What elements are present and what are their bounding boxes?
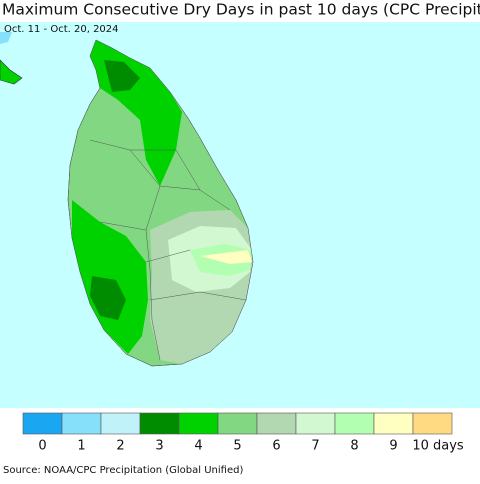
legend-swatch (139, 412, 180, 435)
legend-swatch (100, 412, 141, 435)
legend-swatch (412, 412, 453, 435)
legend-swatch (373, 412, 414, 435)
legend-label: 10 days (412, 439, 464, 454)
source-note: Source: NOAA/CPC Precipitation (Global U… (3, 465, 243, 476)
legend-label: 4 (194, 439, 202, 454)
legend-label: 2 (116, 439, 124, 454)
legend-label: 0 (38, 439, 46, 454)
legend-swatch (22, 412, 63, 435)
legend-swatch (217, 412, 258, 435)
legend-label: 3 (155, 439, 163, 454)
legend-label: 8 (350, 439, 358, 454)
legend-swatch (334, 412, 375, 435)
legend-label: 6 (272, 439, 280, 454)
district-borders (67, 39, 254, 367)
legend: 0 1 2 3 4 5 6 7 8 9 10 days (22, 412, 464, 454)
date-range: Oct. 11 - Oct. 20, 2024 (4, 24, 119, 35)
legend-swatch (295, 412, 336, 435)
legend-swatch (178, 412, 219, 435)
legend-swatch (61, 412, 102, 435)
north-dry-zone (104, 60, 140, 92)
legend-label: 5 (233, 439, 241, 454)
map-title: Maximum Consecutive Dry Days in past 10 … (2, 1, 480, 19)
west-dry-zone (90, 276, 126, 320)
india-coast (0, 59, 23, 85)
legend-label: 7 (311, 439, 319, 454)
legend-swatch (256, 412, 297, 435)
west-wet-zone (72, 200, 148, 354)
legend-label: 1 (77, 439, 85, 454)
east-driest-zone (200, 250, 252, 264)
legend-label: 9 (389, 439, 397, 454)
india-tip (0, 32, 12, 44)
